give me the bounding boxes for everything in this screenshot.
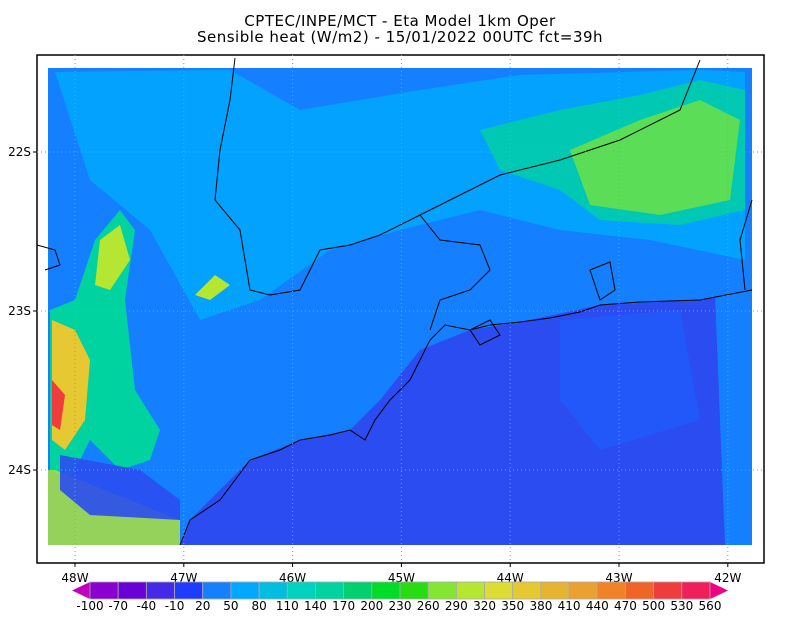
chart-subtitle: Sensible heat (W/m2) - 15/01/2022 00UTC … (196, 28, 604, 46)
ocean-field (60, 455, 180, 520)
land-patch (52, 380, 65, 430)
land-patch (195, 275, 230, 300)
lon-tick-label: 44W (497, 571, 524, 585)
colorbar-under-triangle (72, 582, 90, 599)
colorbar-label: 110 (275, 599, 299, 613)
colorbar-swatch (258, 581, 288, 600)
colorbar-swatch (653, 581, 683, 600)
colorbar-label: 290 (444, 599, 468, 613)
lon-tick-label: 46W (279, 571, 306, 585)
colorbar-swatch (343, 581, 373, 600)
colorbar-label: -10 (164, 599, 185, 613)
colorbar-swatch (596, 581, 626, 600)
colorbar-label: 380 (529, 599, 553, 613)
ocean-patch (715, 290, 752, 545)
colorbar-label: 500 (642, 599, 666, 613)
lat-tick-label: 23S (8, 304, 31, 318)
colorbar-swatch (625, 581, 655, 600)
colorbar-label: -100 (76, 599, 104, 613)
colorbar-label: 470 (614, 599, 637, 613)
colorbar-label: 350 (501, 599, 525, 613)
colorbar-label: 410 (557, 599, 581, 613)
colorbar-label: 560 (698, 599, 722, 613)
colorbar-swatch (174, 581, 204, 600)
lon-tick-label: 45W (388, 571, 415, 585)
lat-tick-label: 24S (8, 463, 31, 477)
lon-tick-label: 48W (61, 571, 88, 585)
lon-tick-label: 42W (714, 571, 741, 585)
colorbar-label: 80 (251, 599, 267, 613)
graticule (37, 55, 764, 563)
colorbar-swatch (145, 581, 175, 600)
colorbar-over-triangle (710, 582, 728, 599)
colorbar-label: -40 (136, 599, 157, 613)
lon-tick-label: 43W (605, 571, 632, 585)
colorbar-label: 230 (388, 599, 412, 613)
colorbar-label: 320 (473, 599, 496, 613)
field-layer (48, 68, 752, 545)
axis-ticks: 48W 47W 46W 45W 44W 43W 42W 22S 23S 24S (8, 145, 741, 585)
colorbar-swatch (371, 581, 401, 600)
colorbar-label: 20 (195, 599, 211, 613)
colorbar-label: 530 (670, 599, 694, 613)
colorbar-swatch (540, 581, 570, 600)
colorbar-swatch (512, 581, 542, 600)
colorbar-swatch (117, 581, 147, 600)
colorbar-swatch (399, 581, 429, 600)
colorbar-label: 440 (585, 599, 609, 613)
colorbar-label: 170 (332, 599, 356, 613)
colorbar-label: 50 (223, 599, 239, 613)
colorbar-label: 260 (416, 599, 440, 613)
lat-tick-label: 22S (8, 145, 31, 159)
ocean-patch (560, 310, 700, 450)
colorbar-label: -70 (108, 599, 128, 613)
colorbar-swatch (484, 581, 514, 600)
colorbar-label: 140 (304, 599, 327, 613)
colorbar-swatch (230, 581, 260, 600)
colorbar-swatch (89, 581, 119, 600)
colorbar-swatch (455, 581, 485, 600)
colorbar-label: 200 (360, 599, 384, 613)
land-patch (95, 225, 130, 290)
colorbar-swatch (427, 581, 457, 600)
colorbar-swatch (286, 581, 316, 600)
land-patch (570, 100, 740, 215)
lon-tick-label: 47W (170, 571, 197, 585)
coastline-and-borders (36, 57, 753, 546)
colorbar (72, 581, 728, 600)
chart-title: CPTEC/INPE/MCT - Eta Model 1km Oper (244, 12, 556, 30)
colorbar-swatch (202, 581, 232, 600)
colorbar-swatch (315, 581, 345, 600)
colorbar-swatch (568, 581, 598, 600)
colorbar-swatch (681, 581, 711, 600)
